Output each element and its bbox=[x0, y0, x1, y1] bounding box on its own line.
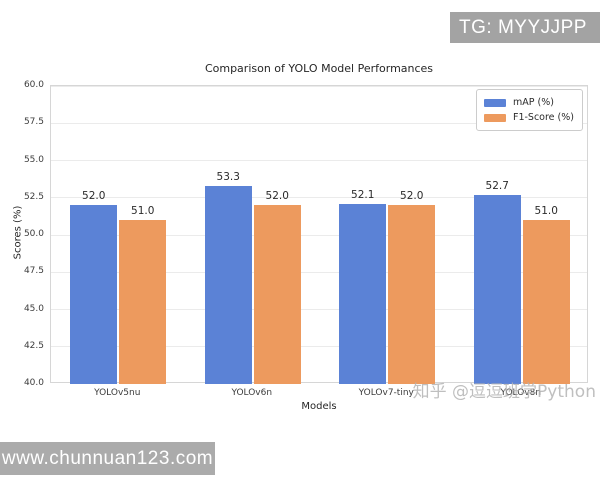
y-tick-label: 60.0 bbox=[23, 80, 44, 90]
bar-value-label: 52.0 bbox=[82, 190, 106, 203]
bar-value-label: 52.0 bbox=[400, 190, 424, 203]
y-tick-label: 50.0 bbox=[23, 229, 44, 239]
x-tick-label-YOLOv6n: YOLOv6n bbox=[231, 388, 273, 398]
legend-label-f1: F1-Score (%) bbox=[512, 112, 574, 123]
y-tick-label: 52.5 bbox=[23, 191, 44, 202]
gridline bbox=[51, 197, 587, 199]
bar-value-label: 51.0 bbox=[534, 205, 558, 218]
y-tick-label: 47.5 bbox=[23, 266, 44, 277]
gridline bbox=[51, 122, 587, 124]
bar-YOLOv7-tiny-f1 bbox=[388, 205, 436, 384]
x-tick-label-YOLOv5nu: YOLOv5nu bbox=[94, 388, 141, 398]
chart-title: Comparison of YOLO Model Performances bbox=[204, 62, 434, 75]
legend-swatch-f1 bbox=[483, 113, 506, 122]
bar-YOLOv7-tiny-map bbox=[339, 203, 387, 384]
gridline bbox=[51, 234, 587, 236]
y-tick-label: 42.5 bbox=[23, 340, 44, 351]
bar-YOLOv5nu-map bbox=[70, 205, 118, 384]
website-badge: www.chunnuan123.com bbox=[0, 442, 215, 475]
plot-area: 52.0 51.0 53.3 52.0 52.1 52.0 52.7 51.0 mAP (%)… bbox=[50, 85, 588, 384]
y-tick-label: 55.0 bbox=[23, 154, 44, 165]
bar-value-label: 53.3 bbox=[216, 170, 240, 183]
legend-swatch-map bbox=[483, 98, 506, 107]
telegram-badge: TG: MYYJJPP bbox=[450, 12, 600, 43]
y-tick-label: 45.0 bbox=[23, 303, 44, 314]
y-axis-label: Scores (%) bbox=[12, 205, 24, 260]
bar-value-label: 52.1 bbox=[351, 188, 375, 201]
bar-YOLOv8n-f1 bbox=[522, 220, 570, 384]
bar-value-label: 51.0 bbox=[131, 205, 155, 218]
legend: mAP (%) F1-Score (%) bbox=[475, 89, 583, 131]
bar-YOLOv8n-map bbox=[473, 194, 521, 384]
y-tick-label: 57.5 bbox=[23, 117, 44, 128]
bar-YOLOv6n-f1 bbox=[253, 205, 301, 384]
legend-entry-map: mAP (%) bbox=[483, 95, 574, 110]
gridline bbox=[51, 346, 587, 348]
gridline bbox=[51, 85, 587, 87]
legend-label-map: mAP (%) bbox=[512, 97, 554, 108]
gridline bbox=[51, 160, 587, 161]
watermark: 知乎 @逗逗班学Python bbox=[412, 382, 596, 402]
y-tick-label: 40.0 bbox=[23, 378, 44, 388]
legend-entry-f1: F1-Score (%) bbox=[483, 110, 574, 125]
x-tick-label-YOLOv8n: YOLOv8n bbox=[500, 388, 542, 398]
bar-value-label: 52.0 bbox=[265, 190, 289, 203]
bar-value-label: 52.7 bbox=[485, 179, 509, 192]
bar-YOLOv5nu-f1 bbox=[119, 220, 167, 384]
gridline bbox=[51, 271, 587, 273]
bar-YOLOv6n-map bbox=[204, 185, 252, 384]
x-tick-label-YOLOv7-tiny: YOLOv7-tiny bbox=[358, 388, 414, 398]
x-axis-label: Models bbox=[301, 401, 337, 412]
gridline bbox=[51, 309, 587, 310]
